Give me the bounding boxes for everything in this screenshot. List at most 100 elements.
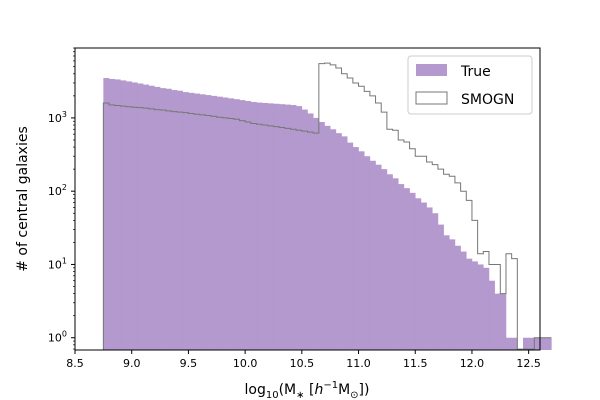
bar-true (296, 106, 303, 350)
bar-true (449, 239, 456, 350)
bar-true (335, 133, 342, 350)
bar-true (177, 90, 184, 351)
bar-true (324, 125, 331, 350)
x-axis-label: log10(M∗ [h−1M⊙]) (245, 380, 370, 400)
legend-swatch-smogn (415, 91, 448, 105)
legend: True SMOGN (407, 55, 533, 115)
x-axis-ticks: 8.5 9.0 9.5 10.0 10.5 11.0 11.5 12.0 12.5 (66, 350, 541, 370)
bar-true (522, 337, 529, 350)
bar-true (148, 85, 155, 351)
x-tick-label: 10.0 (233, 357, 258, 370)
bar-true (245, 101, 252, 350)
bar-true (171, 90, 178, 350)
bar-true (256, 102, 263, 351)
legend-swatch-true (416, 64, 447, 76)
bar-true (216, 96, 223, 351)
bar-true (432, 213, 439, 350)
bar-true (205, 95, 212, 351)
bar-true (534, 337, 541, 350)
bar-true (318, 121, 325, 350)
bar-true (126, 81, 133, 351)
bar-true (154, 86, 161, 351)
bar-true (386, 174, 393, 350)
bar-true (313, 117, 320, 350)
bar-true (307, 113, 314, 350)
series-smogn-step-line (102, 62, 552, 350)
legend-label-smogn: SMOGN (461, 92, 514, 108)
bar-true (358, 151, 365, 350)
bar-true (273, 103, 280, 351)
bar-true (488, 280, 495, 350)
bar-true (505, 337, 512, 350)
bar-true (528, 337, 535, 350)
bar-true (262, 102, 269, 351)
bar-true (290, 105, 297, 350)
plot-area-frame (74, 47, 541, 351)
bar-true (341, 136, 348, 350)
x-tick-label: 9.5 (180, 357, 198, 370)
bar-true (369, 160, 376, 350)
bar-true (222, 97, 229, 350)
x-tick-label: 12.0 (460, 357, 485, 370)
bar-true (114, 79, 121, 350)
bar-true (409, 192, 416, 350)
bar-true (233, 99, 240, 351)
bar-true (165, 88, 172, 350)
bar-true (398, 184, 405, 350)
bar-true (471, 261, 478, 350)
bar-true (392, 178, 399, 350)
bar-true (403, 188, 410, 350)
bar-true (160, 88, 167, 351)
x-tick-label: 8.5 (66, 357, 84, 370)
y-tick-label: 102 (48, 183, 67, 198)
bar-true (375, 164, 382, 350)
bar-true (194, 93, 201, 351)
bar-true (250, 101, 257, 350)
step-line-smogn (102, 62, 552, 350)
bar-true (352, 147, 359, 350)
bar-true (364, 156, 371, 350)
legend-label-true: True (460, 64, 491, 80)
series-true-bars (103, 78, 552, 351)
bar-true (284, 104, 291, 350)
bar-true (267, 103, 274, 350)
y-axis-ticks: 100 101 102 103 (48, 47, 75, 350)
x-tick-label: 11.0 (346, 357, 371, 370)
bar-true (443, 235, 450, 350)
bar-true (415, 198, 422, 350)
bar-true (494, 293, 501, 350)
bar-true (381, 169, 388, 350)
bar-true (301, 109, 308, 350)
bar-true (199, 94, 206, 350)
bar-true (460, 251, 467, 350)
bar-true (188, 92, 195, 350)
y-tick-label: 101 (48, 256, 67, 271)
y-axis-label: # of central galaxies (15, 126, 31, 272)
x-tick-label: 11.5 (403, 357, 428, 370)
bar-true (540, 337, 546, 350)
bar-true (437, 224, 444, 350)
bar-true (239, 100, 246, 351)
bar-true (347, 142, 354, 350)
x-tick-label: 10.5 (290, 357, 315, 370)
bar-true (103, 78, 110, 351)
bar-true (211, 95, 218, 351)
bar-true (182, 92, 189, 350)
y-tick-label: 100 (48, 330, 67, 345)
bar-true (426, 207, 433, 350)
bar-true (420, 202, 427, 350)
x-tick-label: 9.0 (123, 357, 141, 370)
bar-true (279, 104, 286, 350)
bar-true (483, 267, 490, 350)
bar-true (330, 129, 337, 350)
bar-true (511, 337, 518, 350)
y-tick-label: 103 (48, 110, 67, 125)
bar-true (137, 83, 144, 350)
bar-true (143, 84, 150, 350)
bar-true (120, 80, 127, 351)
bar-true (545, 337, 552, 350)
bar-true (466, 258, 473, 350)
bar-true (454, 245, 461, 350)
bar-true (500, 293, 507, 350)
